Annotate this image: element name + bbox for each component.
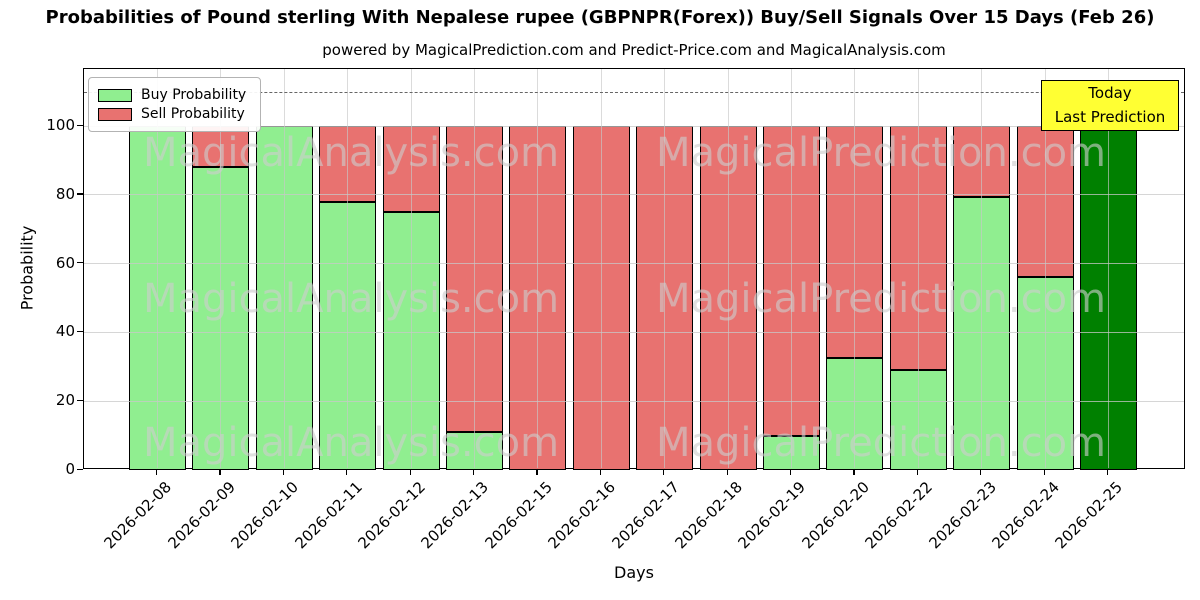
- y-tick-mark: [77, 399, 83, 401]
- y-tick-mark: [77, 330, 83, 333]
- gridline-vertical: [664, 69, 666, 468]
- y-tick-label: 20: [55, 391, 75, 410]
- x-tick-label: 2026-02-12: [354, 478, 429, 553]
- x-tick-label: 2026-02-13: [417, 478, 493, 553]
- today-annotation-line1: Today: [1088, 84, 1132, 102]
- x-axis-label: Days: [614, 563, 654, 582]
- x-tick-mark: [409, 469, 411, 475]
- x-tick-label: 2026-02-18: [671, 478, 746, 553]
- x-tick-mark: [916, 469, 919, 475]
- y-tick-mark: [77, 468, 83, 470]
- x-tick-mark: [599, 469, 602, 475]
- legend-item-buy: Buy Probability: [98, 87, 246, 103]
- gridline-vertical: [1108, 69, 1109, 468]
- legend-item-sell: Sell Probability: [98, 106, 246, 122]
- gridline-vertical: [854, 69, 856, 468]
- x-tick-mark: [980, 469, 982, 475]
- gridline-horizontal: [84, 125, 1184, 127]
- x-tick-mark: [219, 469, 221, 475]
- y-tick-mark: [77, 193, 83, 195]
- y-tick-label: 40: [55, 322, 75, 341]
- gridline-vertical: [791, 69, 792, 468]
- x-tick-label: 2026-02-09: [164, 478, 239, 553]
- today-annotation: Today Last Prediction: [1041, 80, 1179, 131]
- y-tick-mark: [77, 124, 83, 126]
- gridline-vertical: [157, 69, 158, 468]
- x-tick-label: 2026-02-15: [481, 478, 556, 553]
- chart-title: Probabilities of Pound sterling With Nep…: [45, 7, 1155, 28]
- x-tick-mark: [282, 469, 285, 475]
- gridline-vertical: [537, 69, 539, 468]
- x-tick-label: 2026-02-16: [544, 478, 620, 553]
- x-tick-label: 2026-02-23: [925, 478, 1000, 553]
- watermark-text: MagicalAnalysis.com: [142, 276, 560, 322]
- x-tick-mark: [346, 469, 348, 475]
- legend-swatch-buy: [98, 88, 132, 102]
- plot-area: Buy Probability Sell Probability Today L…: [83, 68, 1185, 470]
- x-tick-label: 2026-02-17: [608, 478, 683, 553]
- gridline-horizontal: [84, 263, 1184, 265]
- y-tick-label: 80: [55, 184, 75, 203]
- x-tick-mark: [726, 469, 728, 475]
- watermark-text: MagicalPrediction.com: [656, 420, 1106, 466]
- y-tick-label: 0: [65, 460, 75, 478]
- x-tick-label: 2026-02-08: [100, 478, 176, 553]
- x-tick-label: 2026-02-20: [798, 478, 873, 553]
- x-tick-mark: [1107, 469, 1109, 475]
- gridline-vertical: [981, 69, 983, 468]
- gridline-horizontal: [84, 331, 1184, 333]
- legend-swatch-sell: [98, 107, 132, 121]
- x-tick-label: 2026-02-10: [227, 478, 303, 553]
- gridline-vertical: [1044, 69, 1046, 468]
- gridline-vertical: [283, 69, 285, 468]
- y-tick-label: 100: [46, 116, 75, 135]
- x-tick-label: 2026-02-19: [734, 478, 810, 553]
- today-annotation-line2: Last Prediction: [1054, 107, 1166, 126]
- gridline-vertical: [600, 69, 602, 468]
- gridline-vertical: [347, 69, 349, 468]
- x-tick-mark: [473, 469, 475, 475]
- legend: Buy Probability Sell Probability: [88, 77, 262, 132]
- chart-subtitle: powered by MagicalPrediction.com and Pre…: [322, 41, 946, 59]
- gridline-vertical: [917, 69, 919, 468]
- watermark-text: MagicalAnalysis.com: [142, 420, 560, 466]
- watermark-text: MagicalAnalysis.com: [142, 130, 560, 176]
- x-tick-label: 2026-02-11: [291, 478, 366, 553]
- x-tick-mark: [853, 469, 855, 475]
- gridline-horizontal: [84, 194, 1184, 196]
- x-tick-mark: [536, 469, 538, 475]
- gridline-horizontal: [84, 400, 1184, 402]
- x-tick-label: 2026-02-22: [861, 478, 937, 553]
- x-tick-mark: [790, 469, 792, 475]
- gridline-vertical: [727, 69, 729, 468]
- watermark-text: MagicalPrediction.com: [656, 130, 1106, 176]
- threshold-dashed-line: [84, 91, 1184, 93]
- y-tick-mark: [77, 262, 83, 264]
- gridline-vertical: [410, 69, 412, 468]
- legend-label-sell: Sell Probability: [141, 106, 245, 122]
- gridline-vertical: [220, 69, 222, 468]
- x-tick-label: 2026-02-24: [988, 478, 1063, 553]
- legend-label-buy: Buy Probability: [141, 87, 247, 103]
- watermark-text: MagicalPrediction.com: [656, 276, 1106, 322]
- x-tick-label: 2026-02-25: [1051, 478, 1127, 553]
- y-tick-label: 60: [55, 253, 75, 272]
- x-tick-mark: [663, 469, 665, 475]
- x-tick-mark: [156, 469, 158, 475]
- gridline-vertical: [474, 69, 475, 468]
- x-tick-mark: [1043, 469, 1045, 475]
